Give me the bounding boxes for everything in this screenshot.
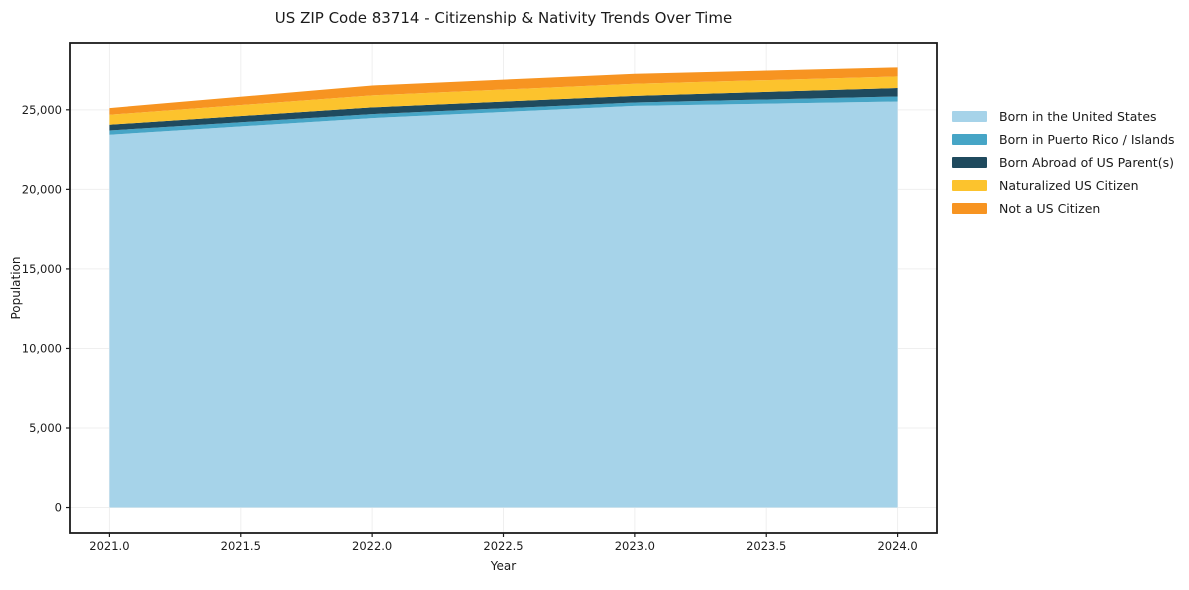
legend-label: Born in Puerto Rico / Islands [999,132,1175,147]
x-axis-label: Year [490,559,517,573]
legend-item-born-in-the-united-states: Born in the United States [952,105,1175,128]
y-tick-label: 20,000 [22,182,62,196]
y-tick-label: 0 [55,501,62,515]
legend-item-born-abroad-of-us-parent-s: Born Abroad of US Parent(s) [952,151,1175,174]
y-tick-label: 25,000 [22,103,62,117]
area-born-abroad-of-us-parent-s [109,88,898,131]
area-born-in-puerto-rico-islands [109,96,898,135]
legend-swatch [952,134,987,145]
x-axis: 2021.0 2021.5 2022.0 2022.5 2023.0 2023.5 2024… [89,533,918,553]
y-tick-label: 15,000 [22,262,62,276]
legend-label: Born in the United States [999,109,1157,124]
legend-label: Naturalized US Citizen [999,178,1139,193]
x-tick-label: 2021.5 [221,539,261,553]
legend-label: Not a US Citizen [999,201,1101,216]
legend-item-born-in-puerto-rico-islands: Born in Puerto Rico / Islands [952,128,1175,151]
x-tick-label: 2022.5 [483,539,523,553]
area-born-in-the-united-states [109,101,898,508]
legend-swatch [952,157,987,168]
y-tick-label: 5,000 [29,421,62,435]
x-tick-label: 2021.0 [89,539,129,553]
legend: Born in the United States Born in Puerto … [952,105,1175,220]
legend-swatch [952,180,987,191]
y-axis: 0 5,000 10,000 15,000 20,000 25,000 [22,103,70,515]
legend-item-naturalized-us-citizen: Naturalized US Citizen [952,174,1175,197]
legend-item-not-a-us-citizen: Not a US Citizen [952,197,1175,220]
legend-label: Born Abroad of US Parent(s) [999,155,1174,170]
legend-swatch [952,111,987,122]
legend-swatch [952,203,987,214]
chart-title: US ZIP Code 83714 - Citizenship & Nativi… [274,9,733,27]
x-tick-label: 2023.5 [746,539,786,553]
x-tick-label: 2022.0 [352,539,392,553]
x-tick-label: 2024.0 [877,539,917,553]
x-tick-label: 2023.0 [615,539,655,553]
area-not-a-us-citizen [109,67,898,115]
area-naturalized-us-citizen [109,76,898,125]
y-tick-label: 10,000 [22,341,62,355]
